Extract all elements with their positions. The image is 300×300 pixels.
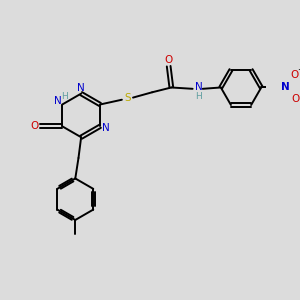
Text: N: N — [77, 83, 85, 93]
Text: N: N — [281, 82, 290, 92]
Text: +: + — [297, 65, 300, 74]
Text: N: N — [195, 82, 202, 92]
Text: H: H — [61, 92, 68, 101]
Text: N: N — [102, 123, 110, 133]
Text: S: S — [124, 93, 131, 103]
Text: H: H — [195, 92, 202, 101]
Text: O: O — [292, 94, 300, 104]
Text: O: O — [290, 70, 298, 80]
Text: N: N — [54, 96, 61, 106]
Text: −: − — [298, 91, 300, 100]
Text: O: O — [164, 55, 173, 65]
Text: O: O — [31, 121, 39, 131]
